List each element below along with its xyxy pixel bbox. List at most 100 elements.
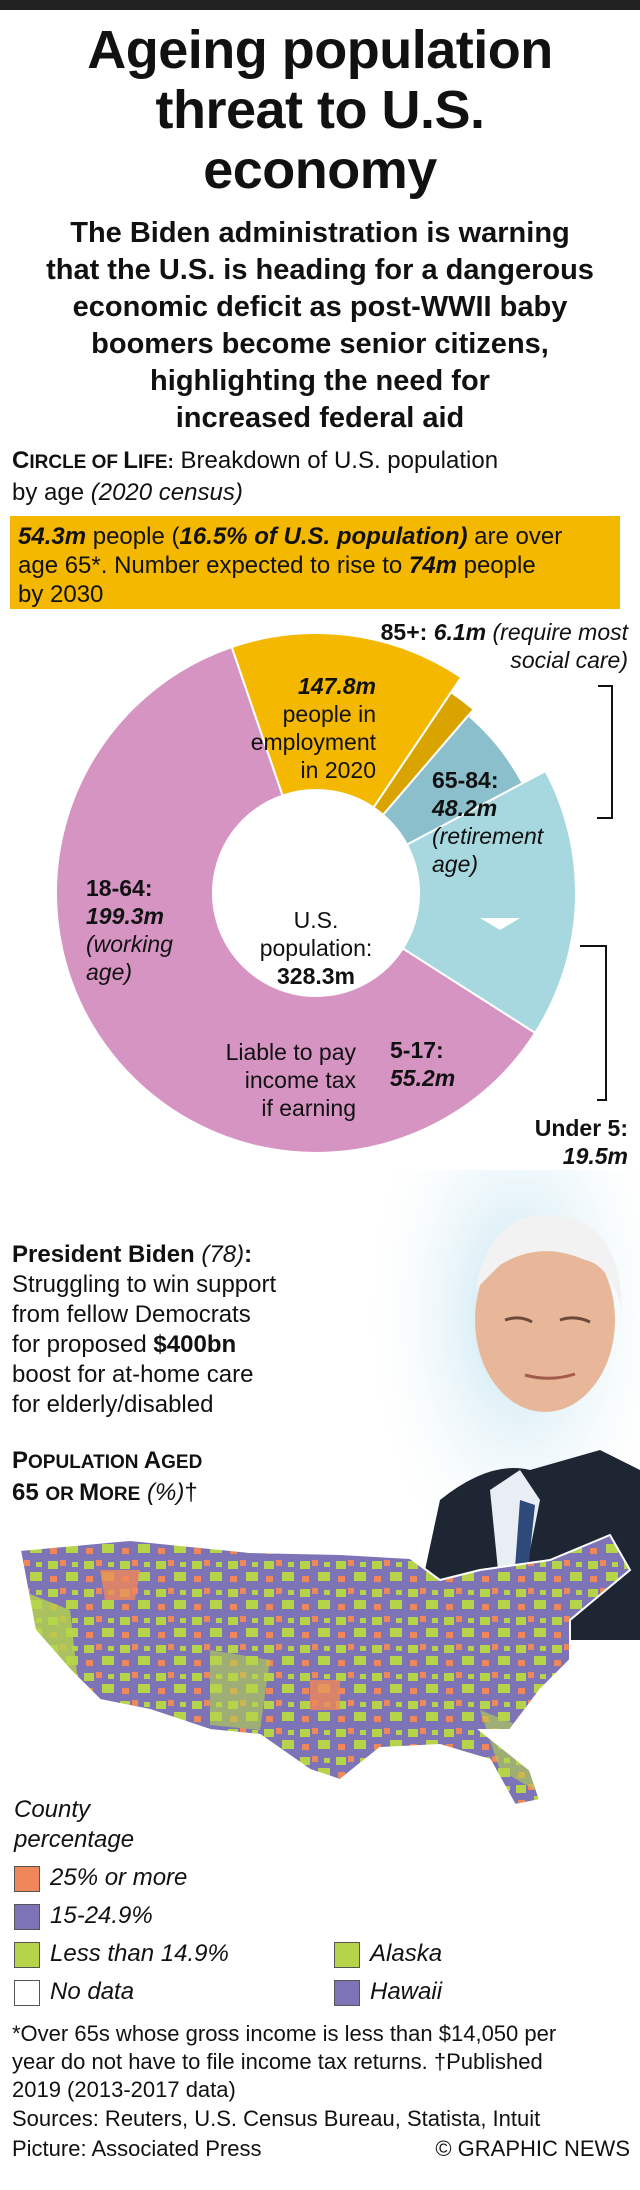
subtitle-line: economic deficit as post-WWII baby [72, 291, 568, 323]
heading-letter: 65 [12, 1479, 46, 1506]
banner-share: 16.5% of U.S. population) [179, 523, 468, 550]
subtitle-line: boomers become senior citizens, [91, 328, 549, 360]
picture-credit: Picture: Associated Press [12, 2136, 262, 2161]
page-title: Ageing population threat to U.S. economy [0, 20, 640, 200]
biden-text: Struggling to win support [12, 1271, 277, 1298]
legend-label: 25% or more [50, 1864, 188, 1891]
heading-letter: L [123, 447, 138, 474]
banner-text: people [456, 552, 536, 579]
legend-title: County percentage [14, 1795, 134, 1855]
legend-swatch [14, 1904, 40, 1930]
heading-smallcaps: GED [161, 1452, 203, 1473]
segment-value: 19.5m [562, 1143, 628, 1169]
bracket-notch [480, 918, 520, 930]
subtitle-line: highlighting the need for [150, 365, 490, 397]
center-line: U.S. [293, 907, 339, 933]
us-county-map [10, 1530, 640, 1810]
biden-age: (78) [194, 1241, 245, 1268]
biden-text: from fellow Democrats [12, 1301, 251, 1328]
biden-colon: : [244, 1241, 253, 1268]
donut-svg [55, 632, 613, 1154]
legend-label: No data [50, 1978, 135, 2005]
bracket-85-plus [597, 685, 613, 819]
legend-state-label: Hawaii [370, 1978, 443, 2005]
circle-of-life-heading: CIRCLE OF LIFE: Breakdown of U.S. popula… [12, 446, 498, 508]
legend-swatch [14, 1942, 40, 1968]
segment-value: 6.1m [433, 619, 487, 645]
legend-state-swatch [334, 1980, 360, 2006]
subtitle-line: increased federal aid [175, 402, 465, 434]
tax-text: if earning [261, 1095, 356, 1121]
center-total: 328.3m [276, 963, 355, 989]
banner-future: 74m [408, 552, 457, 579]
heading-dagger: † [184, 1479, 198, 1506]
subtitle: The Biden administration is warning that… [10, 215, 630, 437]
legend-label: 15-24.9% [50, 1902, 153, 1929]
heading-note: (2020 census) [90, 479, 243, 506]
heading-letter: P [12, 1447, 29, 1474]
heading-unit: (%) [140, 1479, 185, 1506]
heading-text: Breakdown of U.S. population [173, 447, 499, 474]
title-line: economy [203, 140, 437, 200]
segment-value: 48.2m [432, 795, 498, 821]
population-65-heading: POPULATION AGED 65 OR MORE (%)† [12, 1446, 202, 1510]
banner-text: people ( [86, 523, 180, 550]
biden-name: President Biden [12, 1241, 195, 1268]
tax-text: Liable to pay [225, 1039, 356, 1065]
segment-note: (retirement [432, 823, 544, 849]
segment-name: 85+: [380, 619, 428, 645]
heading-smallcaps: IFE: [137, 452, 174, 473]
employment-text: in 2020 [300, 757, 376, 783]
legend-title-line: County [14, 1796, 91, 1823]
footnote: *Over 65s whose gross income is less tha… [12, 2020, 622, 2104]
income-tax-label: Liable to pay income tax if earning [160, 1038, 356, 1122]
employment-text: people in [282, 701, 376, 727]
biden-text: for proposed [12, 1331, 154, 1358]
heading-letter: A [143, 1447, 162, 1474]
segment-name: 65-84: [432, 767, 499, 793]
biden-caption: President Biden (78): Struggling to win … [12, 1240, 342, 1420]
heading-smallcaps: IRCLE OF [29, 452, 124, 473]
title-line: Ageing population [87, 20, 553, 80]
segment-name: 18-64: [86, 875, 153, 901]
heading-smallcaps: OR [45, 1484, 80, 1505]
segment-note: (require most [492, 619, 628, 645]
banner-text: by 2030 [18, 581, 104, 608]
center-label: U.S. population: 328.3m [258, 906, 374, 990]
legend-state-swatch [334, 1942, 360, 1968]
biden-text: boost for at-home care [12, 1361, 254, 1388]
working-age-label: 18-64: 199.3m (working age) [86, 874, 226, 986]
title-line: threat to U.S. [155, 80, 485, 140]
legend-swatch [14, 1866, 40, 1892]
banner-text: are over [467, 523, 563, 550]
center-line: population: [259, 935, 373, 961]
segment-note: age) [432, 851, 479, 877]
retirement-label: 65-84: 48.2m (retirement age) [432, 766, 582, 878]
over-65-banner: 54.3m people (16.5% of U.S. population) … [10, 516, 620, 609]
banner-count: 54.3m [18, 523, 87, 550]
subtitle-line: The Biden administration is warning [70, 217, 570, 249]
employment-text: employment [250, 729, 376, 755]
segment-value: 199.3m [86, 903, 165, 929]
heading-text: by age [12, 479, 91, 506]
footnote-line: *Over 65s whose gross income is less tha… [12, 2021, 557, 2046]
heading-letter: C [12, 447, 30, 474]
segment-name: 5-17: [390, 1037, 444, 1063]
legend-swatch [14, 1980, 40, 2006]
sources: Sources: Reuters, U.S. Census Bureau, St… [12, 2106, 541, 2131]
biden-amount: $400bn [153, 1331, 237, 1358]
heading-letter: M [79, 1479, 100, 1506]
employment-value: 147.8m [297, 673, 376, 699]
segment-value: 55.2m [390, 1065, 456, 1091]
segment-note: social care) [510, 647, 628, 673]
footnote-line: 2019 (2013-2017 data) [12, 2077, 236, 2102]
legend-label: Less than 14.9% [50, 1940, 229, 1967]
segment-note: age) [86, 959, 133, 985]
legend-title-line: percentage [14, 1826, 135, 1853]
top-bar [0, 0, 640, 10]
subtitle-line: that the U.S. is heading for a dangerous [46, 254, 594, 286]
donut-hole [213, 790, 419, 996]
segment-name: Under 5: [534, 1115, 628, 1141]
population-donut-chart: U.S. population: 328.3m 147.8m people in… [0, 600, 640, 1200]
under-5-label: Under 5: 19.5m [480, 1114, 628, 1170]
